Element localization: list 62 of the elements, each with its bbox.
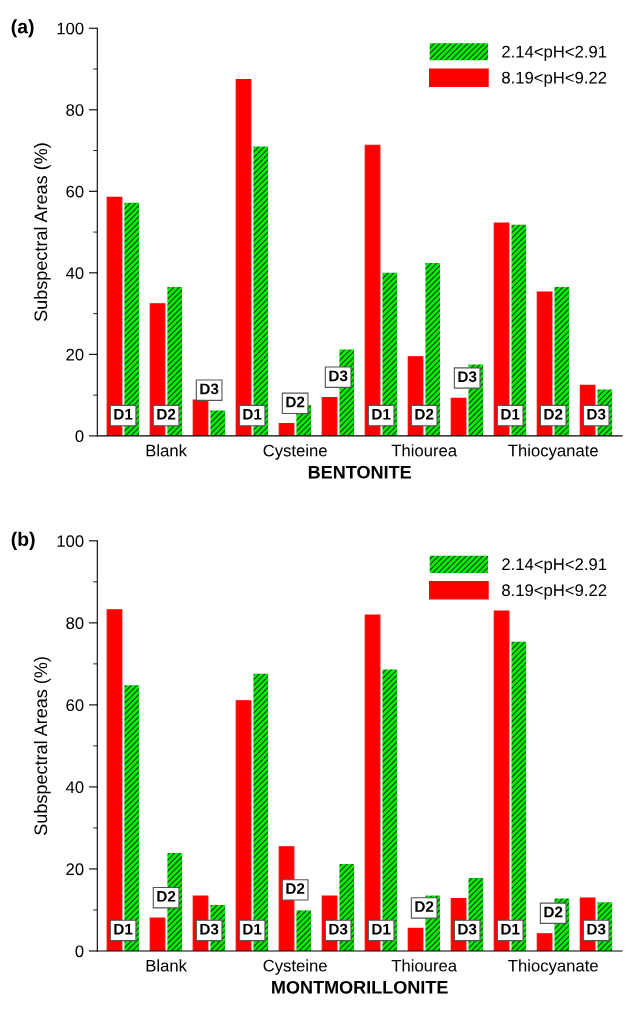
bar <box>536 933 553 951</box>
annotation: D3 <box>329 923 348 935</box>
y-tick-label: 100 <box>57 535 84 548</box>
annotation: D3 <box>329 370 348 382</box>
annotation: D3 <box>200 383 219 395</box>
bar <box>210 410 226 436</box>
annotation: D1 <box>114 923 133 935</box>
legend-label: 2.14<pH<2.91 <box>502 45 607 61</box>
annotation: D2 <box>415 901 434 912</box>
y-tick-label: 0 <box>75 945 84 958</box>
x-axis-title: MONTMORILLONITE <box>272 980 448 994</box>
annotation: D3 <box>200 923 219 935</box>
y-tick-label: 40 <box>65 267 84 280</box>
y-tick-label: 20 <box>66 348 84 361</box>
y-tick-label: 20 <box>66 863 84 876</box>
annotation: D3 <box>458 371 477 383</box>
annotation: D1 <box>372 408 391 420</box>
annotation: D1 <box>501 923 520 935</box>
annotation: D1 <box>114 408 133 420</box>
bar <box>296 910 312 951</box>
y-tick-label: 100 <box>57 22 84 35</box>
y-tick-label: 0 <box>75 430 84 443</box>
y-axis-title: Subspectral Areas (%) <box>33 657 51 835</box>
annotation: D2 <box>286 883 305 894</box>
annotation: D1 <box>372 923 391 935</box>
bar <box>450 397 467 436</box>
x-tick-label: Thiocyanate <box>508 444 598 460</box>
annotation: D3 <box>587 408 606 420</box>
annotation: D1 <box>243 923 262 935</box>
annotation: D2 <box>286 396 305 408</box>
y-tick-label: 40 <box>65 781 84 794</box>
bar <box>278 423 295 436</box>
x-tick-label: Thiourea <box>391 444 458 457</box>
x-tick-label: Cysteine <box>263 444 327 460</box>
legend-label: 8.19<pH<9.22 <box>502 71 607 87</box>
x-tick-label: Blank <box>146 959 187 972</box>
y-tick-label: 60 <box>66 185 84 198</box>
x-tick-label: Thiocyanate <box>508 959 598 975</box>
bar <box>407 927 424 951</box>
annotation: D2 <box>157 408 176 420</box>
x-axis-title: BENTONITE <box>308 465 411 479</box>
y-tick-label: 80 <box>66 617 84 630</box>
annotation: D2 <box>415 408 434 420</box>
bar <box>321 397 338 436</box>
bar <box>149 917 166 951</box>
annotation: D1 <box>243 408 262 420</box>
annotation: D3 <box>458 923 477 935</box>
legend-label: 8.19<pH<9.22 <box>502 584 607 600</box>
x-tick-label: Thiourea <box>391 959 458 972</box>
x-tick-label: Blank <box>146 444 187 457</box>
x-tick-label: Cysteine <box>263 959 327 975</box>
y-tick-label: 60 <box>66 699 84 712</box>
legend-label: 2.14<pH<2.91 <box>502 558 607 574</box>
text: (a) <box>11 19 34 38</box>
annotation: D3 <box>587 923 606 935</box>
annotation: D1 <box>501 408 520 420</box>
annotation: D2 <box>544 408 563 420</box>
annotation: D2 <box>157 890 176 902</box>
annotation: D2 <box>544 906 563 918</box>
y-tick-label: 80 <box>66 104 84 116</box>
text: (b) <box>11 531 35 550</box>
y-axis-title: Subspectral Areas (%) <box>33 143 51 322</box>
